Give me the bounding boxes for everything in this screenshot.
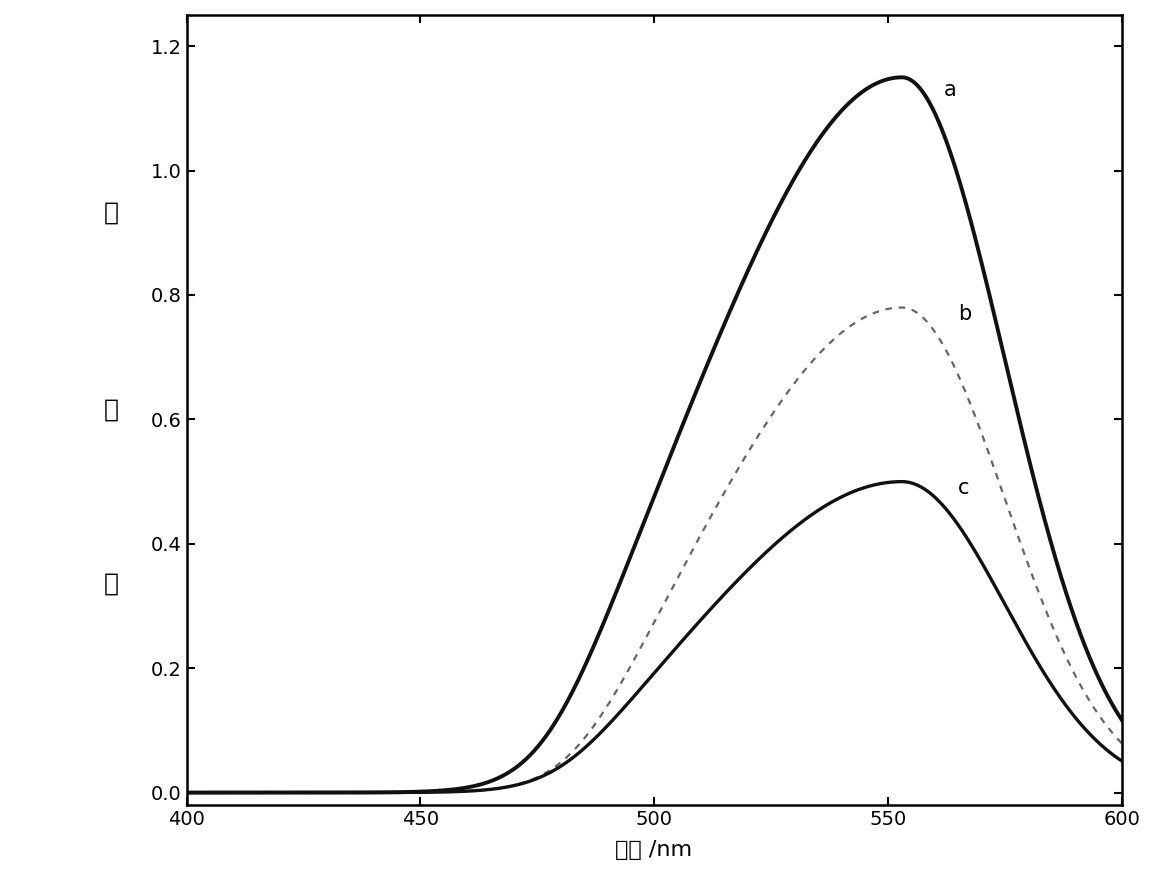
Text: b: b <box>957 304 971 324</box>
Text: c: c <box>957 478 969 498</box>
Text: a: a <box>944 80 956 100</box>
Text: 吸: 吸 <box>104 572 119 596</box>
Text: 光: 光 <box>104 398 119 422</box>
Text: 度: 度 <box>104 200 119 225</box>
X-axis label: 波长 /nm: 波长 /nm <box>616 840 693 860</box>
